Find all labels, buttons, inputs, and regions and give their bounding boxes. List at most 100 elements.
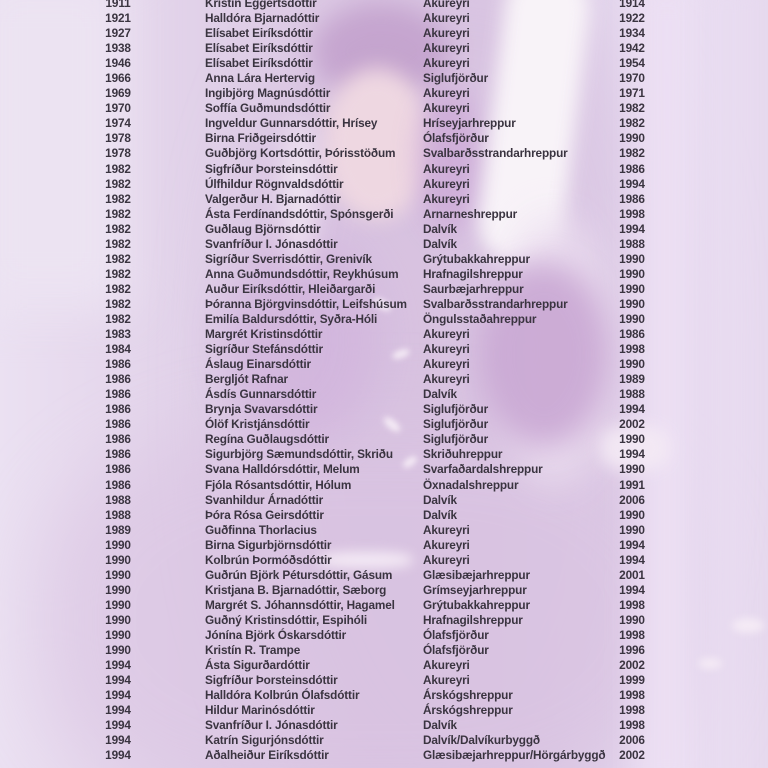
cell-name: Svanhildur Árnadóttir bbox=[205, 492, 324, 507]
cell-name: Anna Lára Hertervig bbox=[205, 71, 315, 86]
cell-name: Margrét S. Jóhannsdóttir, Hagamel bbox=[205, 597, 395, 612]
cell-municipality: Arnarneshreppur bbox=[423, 206, 518, 221]
cell-year-from: 1982 bbox=[105, 161, 131, 176]
cell-year-to: 1990 bbox=[619, 522, 645, 537]
cell-municipality: Glæsibæjarhreppur bbox=[423, 567, 530, 582]
cell-municipality: Siglufjörður bbox=[423, 71, 489, 86]
cell-municipality: Öxnadalshreppur bbox=[423, 477, 519, 492]
cell-municipality: Dalvík bbox=[423, 492, 457, 507]
cell-year-to: 1996 bbox=[619, 643, 645, 658]
cell-year-to: 1994 bbox=[619, 537, 645, 552]
table-row: 1990 Jónína Björk Óskarsdóttir Ólafsfjörðu… bbox=[0, 628, 768, 643]
cell-municipality: Glæsibæjarhreppur/Hörgárbyggð bbox=[423, 748, 606, 763]
cell-year-to: 1994 bbox=[619, 221, 645, 236]
cell-municipality: Árskógshreppur bbox=[423, 703, 513, 718]
cell-year-from: 1982 bbox=[105, 206, 131, 221]
cell-year-to: 1998 bbox=[619, 342, 645, 357]
cell-name: Regína Guðlaugsdóttir bbox=[205, 432, 329, 447]
cell-name: Ásdís Gunnarsdóttir bbox=[205, 387, 317, 402]
table-row: 1982 Guðlaug Björnsdóttir Dalvík 1994 bbox=[0, 222, 768, 237]
table-row: 1994 Katrín Sigurjónsdóttir Dalvík/Dalvíku… bbox=[0, 733, 768, 748]
table-row: 1994 Ásta Sigurðardóttir Akureyri 2002 bbox=[0, 658, 768, 673]
cell-name: Fjóla Rósantsdóttir, Hólum bbox=[205, 477, 352, 492]
table-row: 1974 Ingveldur Gunnarsdóttir, Hrísey Hríse… bbox=[0, 116, 768, 131]
cell-year-from: 1994 bbox=[105, 748, 131, 763]
table-row: 1990 Kristjana B. Bjarnadóttir, Sæborg Grí… bbox=[0, 583, 768, 598]
cell-municipality: Akureyri bbox=[423, 522, 470, 537]
cell-year-to: 1934 bbox=[619, 26, 645, 41]
cell-municipality: Siglufjörður bbox=[423, 432, 489, 447]
cell-year-from: 1986 bbox=[105, 357, 131, 372]
cell-name: Kristín R. Trampe bbox=[205, 643, 301, 658]
cell-year-from: 1994 bbox=[105, 703, 131, 718]
cell-name: Ingibjörg Magnúsdóttir bbox=[205, 86, 331, 101]
table-row: 1986 Fjóla Rósantsdóttir, Hólum Öxnadalshr… bbox=[0, 478, 768, 493]
table-row: 1978 Guðbjörg Kortsdóttir, Þórisstöðum Sva… bbox=[0, 146, 768, 161]
cell-year-to: 2006 bbox=[619, 733, 645, 748]
cell-municipality: Dalvík bbox=[423, 507, 457, 522]
table-row: 1994 Sigfríður Þorsteinsdóttir Akureyri 199… bbox=[0, 673, 768, 688]
cell-name: Elísabet Eiríksdóttir bbox=[205, 26, 313, 41]
cell-year-to: 1990 bbox=[619, 266, 645, 281]
table-row: 1982 Sigfríður Þorsteinsdóttir Akureyri 198… bbox=[0, 162, 768, 177]
cell-municipality: Ólafsfjörður bbox=[423, 131, 489, 146]
cell-name: Hildur Marinósdóttir bbox=[205, 703, 315, 718]
cell-year-to: 1990 bbox=[619, 432, 645, 447]
cell-name: Úlfhildur Rögnvaldsdóttir bbox=[205, 176, 344, 191]
cell-year-to: 1988 bbox=[619, 387, 645, 402]
cell-name: Áslaug Einarsdóttir bbox=[205, 357, 311, 372]
cell-municipality: Hríseyjarhreppur bbox=[423, 116, 516, 131]
cell-year-from: 1990 bbox=[105, 643, 131, 658]
table-row: 1911 Kristín Eggertsdóttir Akureyri 1914 bbox=[0, 0, 768, 11]
cell-year-from: 1974 bbox=[105, 116, 131, 131]
cell-year-from: 1982 bbox=[105, 266, 131, 281]
cell-municipality: Dalvík/Dalvíkurbyggð bbox=[423, 733, 540, 748]
table-row: 1994 Halldóra Kolbrún Ólafsdóttir Árskógsh… bbox=[0, 688, 768, 703]
cell-municipality: Svalbarðsstrandarhreppur bbox=[423, 146, 568, 161]
cell-year-from: 1986 bbox=[105, 402, 131, 417]
cell-year-to: 1982 bbox=[619, 101, 645, 116]
cell-year-from: 1970 bbox=[105, 101, 131, 116]
cell-year-to: 1990 bbox=[619, 612, 645, 627]
cell-name: Halldóra Bjarnadóttir bbox=[205, 11, 320, 26]
table-row: 1988 Svanhildur Árnadóttir Dalvík 2006 bbox=[0, 493, 768, 508]
cell-year-to: 1982 bbox=[619, 146, 645, 161]
cell-year-from: 1994 bbox=[105, 658, 131, 673]
cell-year-to: 1994 bbox=[619, 447, 645, 462]
cell-year-to: 1942 bbox=[619, 41, 645, 56]
table-row: 1982 Ásta Ferdínandsdóttir, Spónsgerði Arn… bbox=[0, 207, 768, 222]
cell-year-to: 1971 bbox=[619, 86, 645, 101]
table-row: 1978 Birna Friðgeirsdóttir Ólafsfjörður 199… bbox=[0, 131, 768, 146]
cell-year-from: 1990 bbox=[105, 627, 131, 642]
table-row: 1921 Halldóra Bjarnadóttir Akureyri 1922 bbox=[0, 11, 768, 26]
table-row: 1982 Þóranna Björgvinsdóttir, Leifshúsum S… bbox=[0, 297, 768, 312]
cell-year-from: 1921 bbox=[105, 11, 131, 26]
cell-municipality: Árskógshreppur bbox=[423, 688, 513, 703]
table-row: 1969 Ingibjörg Magnúsdóttir Akureyri 1971 bbox=[0, 86, 768, 101]
cell-name: Guðlaug Björnsdóttir bbox=[205, 221, 321, 236]
cell-year-from: 1946 bbox=[105, 56, 131, 71]
cell-name: Margrét Kristinsdóttir bbox=[205, 327, 323, 342]
cell-year-to: 1994 bbox=[619, 176, 645, 191]
cell-name: Soffía Guðmundsdóttir bbox=[205, 101, 331, 116]
cell-year-from: 1982 bbox=[105, 251, 131, 266]
cell-year-to: 1998 bbox=[619, 206, 645, 221]
cell-year-to: 1990 bbox=[619, 131, 645, 146]
cell-year-to: 2006 bbox=[619, 492, 645, 507]
cell-year-to: 1989 bbox=[619, 372, 645, 387]
table-row: 1990 Guðrún Björk Pétursdóttir, Gásum Glæs… bbox=[0, 568, 768, 583]
cell-municipality: Akureyri bbox=[423, 342, 470, 357]
cell-year-to: 2002 bbox=[619, 748, 645, 763]
cell-year-from: 1990 bbox=[105, 567, 131, 582]
cell-year-from: 1983 bbox=[105, 327, 131, 342]
cell-year-from: 1969 bbox=[105, 86, 131, 101]
cell-year-from: 1982 bbox=[105, 281, 131, 296]
cell-year-to: 1982 bbox=[619, 116, 645, 131]
cell-year-from: 1990 bbox=[105, 582, 131, 597]
cell-municipality: Dalvík bbox=[423, 236, 457, 251]
cell-municipality: Ólafsfjörður bbox=[423, 643, 489, 658]
cell-year-from: 1982 bbox=[105, 311, 131, 326]
cell-year-from: 1994 bbox=[105, 673, 131, 688]
cell-year-to: 2002 bbox=[619, 658, 645, 673]
